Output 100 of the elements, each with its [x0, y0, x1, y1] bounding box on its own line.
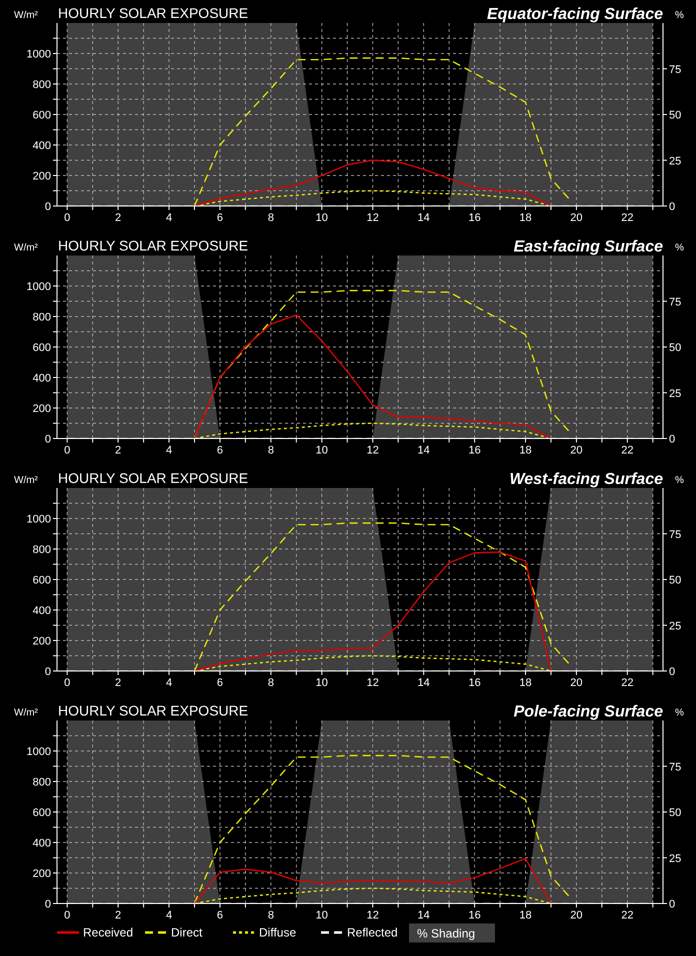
- chart-title: HOURLY SOLAR EXPOSURE: [58, 5, 248, 21]
- y-tick-label: 400: [32, 372, 51, 384]
- x-tick-label: 2: [115, 910, 122, 922]
- y2-tick-label: 75: [669, 296, 682, 308]
- chart-title: HOURLY SOLAR EXPOSURE: [58, 238, 248, 254]
- x-tick-label: 12: [366, 910, 379, 922]
- y-axis-title: W/m²: [14, 708, 39, 718]
- x-tick-label: 14: [418, 677, 430, 689]
- y2-tick-label: 50: [669, 342, 682, 354]
- y-tick-label: 1000: [26, 746, 51, 758]
- y2-tick-label: 25: [669, 155, 682, 168]
- x-tick-label: 16: [468, 910, 481, 922]
- x-tick-label: 10: [316, 212, 328, 224]
- series-label: % Shading: [417, 926, 476, 940]
- x-tick-label: 14: [418, 212, 430, 224]
- x-tick-label: 0: [64, 910, 70, 922]
- y2-axis-title: %: [675, 242, 684, 254]
- x-tick-label: 20: [570, 910, 583, 922]
- x-tick-label: 0: [64, 444, 70, 456]
- y-tick-label: 0: [44, 201, 51, 213]
- x-tick-label: 6: [216, 212, 224, 224]
- x-tick-label: 2: [115, 212, 122, 224]
- y-tick-label: 800: [32, 776, 51, 788]
- x-tick-label: 14: [418, 444, 430, 456]
- x-tick-label: 10: [316, 910, 328, 922]
- x-tick-label: 0: [64, 212, 70, 224]
- y2-tick-label: 75: [669, 761, 682, 774]
- x-tick-label: 8: [268, 444, 274, 456]
- y2-tick-label: 0: [669, 898, 676, 910]
- x-tick-label: 22: [621, 212, 634, 224]
- y2-tick-label: 0: [669, 201, 676, 213]
- x-tick-label: 22: [621, 677, 634, 689]
- x-tick-label: 6: [216, 677, 224, 689]
- x-tick-label: 10: [316, 444, 328, 456]
- y-tick-label: 1000: [26, 281, 51, 293]
- y2-axis-title: %: [675, 10, 684, 21]
- y-tick-label: 400: [32, 140, 51, 152]
- x-tick-label: 8: [268, 910, 274, 922]
- y2-tick-label: 50: [669, 574, 682, 586]
- y-tick-label: 600: [32, 342, 51, 354]
- y2-axis-title: %: [675, 475, 684, 486]
- x-tick-label: 22: [621, 444, 634, 456]
- chart-subtitle: Equator-facing Surface: [486, 6, 664, 23]
- x-tick-label: 8: [268, 212, 274, 224]
- x-tick-label: 4: [166, 212, 172, 224]
- y-tick-label: 200: [32, 403, 51, 415]
- y2-tick-label: 50: [669, 807, 682, 819]
- x-tick-label: 4: [166, 677, 172, 689]
- y-axis-title: W/m²: [14, 10, 39, 21]
- x-tick-label: 0: [64, 677, 70, 689]
- y2-tick-label: 75: [669, 64, 682, 76]
- y2-axis-title: %: [675, 708, 684, 718]
- x-tick-label: 14: [418, 910, 430, 922]
- y-tick-label: 200: [32, 636, 51, 648]
- x-tick-label: 2: [115, 444, 122, 456]
- y2-tick-label: 0: [669, 666, 676, 678]
- y2-tick-label: 25: [669, 620, 682, 632]
- y-tick-label: 800: [32, 79, 51, 91]
- y-tick-label: 200: [32, 170, 51, 182]
- y-tick-label: 600: [32, 807, 51, 819]
- chart-subtitle: Pole-facing Surface: [514, 704, 664, 720]
- y-tick-label: 800: [32, 544, 51, 556]
- x-tick-label: 20: [570, 677, 583, 689]
- x-tick-label: 16: [468, 212, 481, 224]
- x-tick-label: 12: [366, 677, 379, 689]
- x-tick-label: 22: [621, 910, 634, 922]
- x-tick-label: 12: [366, 212, 379, 224]
- y-axis-title: W/m²: [14, 242, 39, 254]
- x-tick-label: 6: [216, 910, 224, 922]
- x-tick-label: 18: [519, 910, 532, 922]
- y-tick-label: 0: [44, 898, 51, 910]
- x-tick-label: 18: [519, 444, 532, 456]
- x-tick-label: 20: [570, 212, 583, 224]
- y2-tick-label: 50: [669, 110, 682, 122]
- y-tick-label: 400: [32, 838, 51, 850]
- x-tick-label: 18: [519, 212, 532, 224]
- x-tick-label: 20: [570, 444, 583, 456]
- chart-subtitle: East-facing Surface: [514, 238, 664, 256]
- x-tick-label: 16: [468, 444, 481, 456]
- y-tick-label: 400: [32, 605, 51, 617]
- legend-label: Received: [83, 926, 134, 940]
- chart-title: HOURLY SOLAR EXPOSURE: [58, 470, 248, 486]
- x-tick-label: 10: [316, 677, 328, 689]
- x-tick-label: 8: [268, 677, 274, 689]
- x-tick-label: 12: [366, 444, 379, 456]
- legend-label: Direct: [171, 926, 203, 940]
- y-tick-label: 600: [32, 110, 51, 122]
- y-tick-label: 0: [44, 434, 51, 446]
- legend-label: Reflected: [347, 926, 398, 940]
- chart-subtitle: West-facing Surface: [509, 471, 664, 488]
- legend-label: Diffuse: [259, 926, 296, 940]
- y2-tick-label: 0: [669, 434, 676, 446]
- x-tick-label: 6: [216, 444, 224, 456]
- y-tick-label: 0: [44, 666, 51, 678]
- y2-tick-label: 25: [669, 388, 682, 400]
- y-tick-label: 200: [32, 868, 51, 880]
- y-tick-label: 800: [32, 312, 51, 324]
- y-tick-label: 1000: [26, 48, 51, 60]
- x-tick-label: 18: [519, 677, 532, 689]
- x-tick-label: 16: [468, 677, 481, 689]
